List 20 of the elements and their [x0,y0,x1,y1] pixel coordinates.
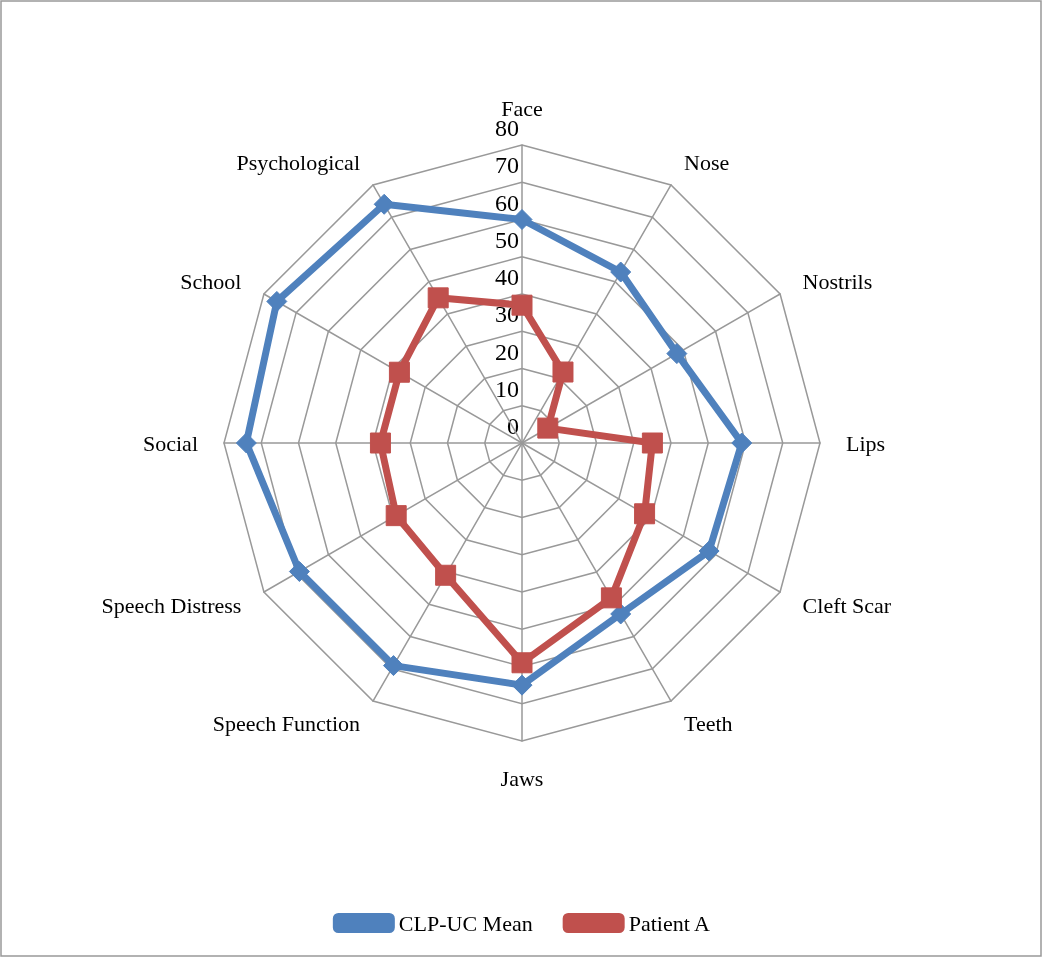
y-tick-label: 40 [495,264,519,290]
spoke-label: Teeth [684,711,733,737]
spoke-label: School [180,268,242,294]
legend-label: Patient A [628,910,711,936]
spoke-label: Nostrils [802,268,873,294]
spoke-label: Lips [846,430,886,456]
spoke-label: Social [143,430,198,456]
y-tick-label: 50 [495,226,519,253]
y-tick-label: 10 [495,375,519,402]
spoke-label: Jaws [500,765,544,791]
y-tick-label: 60 [495,189,519,216]
spoke-label: Nose [684,149,730,175]
spoke-label: Speech Distress [101,592,242,618]
y-tick-label: 0 [507,413,519,439]
spoke-label: Psychological [236,149,360,175]
spoke-label: Cleft Scar [802,592,892,618]
y-tick-label: 70 [495,152,519,179]
spoke-label: Speech Function [212,711,360,737]
y-tick-label: 20 [495,338,519,365]
legend-label: CLP-UC Mean [398,910,533,936]
